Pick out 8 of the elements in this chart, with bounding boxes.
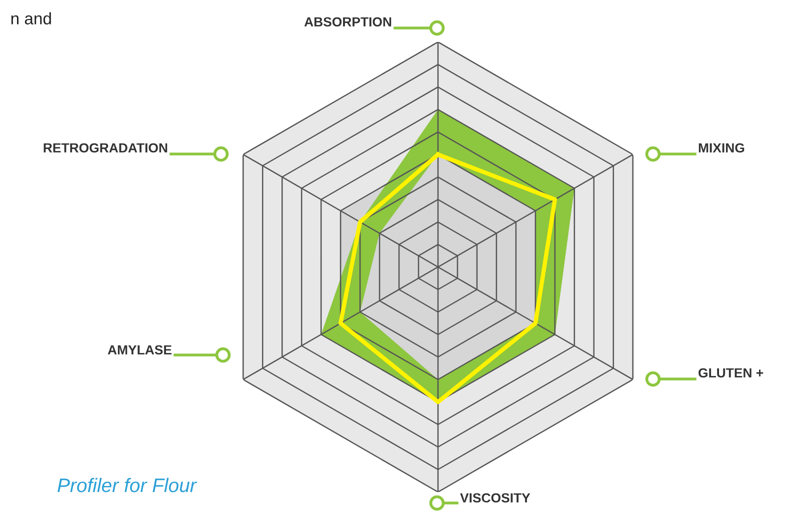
spoke-label: VISCOSITY [460, 493, 530, 503]
text: n and [11, 12, 51, 24]
text: Profiler for Flour [58, 478, 198, 492]
spoke-label: AMYLASE [108, 345, 172, 355]
spoke-label: ABSORPTION [304, 17, 392, 27]
spoke-label: GLUTEN + [698, 368, 764, 378]
spoke-label: RETROGRADATION [44, 143, 168, 153]
spoke-label: MIXING [698, 143, 744, 153]
